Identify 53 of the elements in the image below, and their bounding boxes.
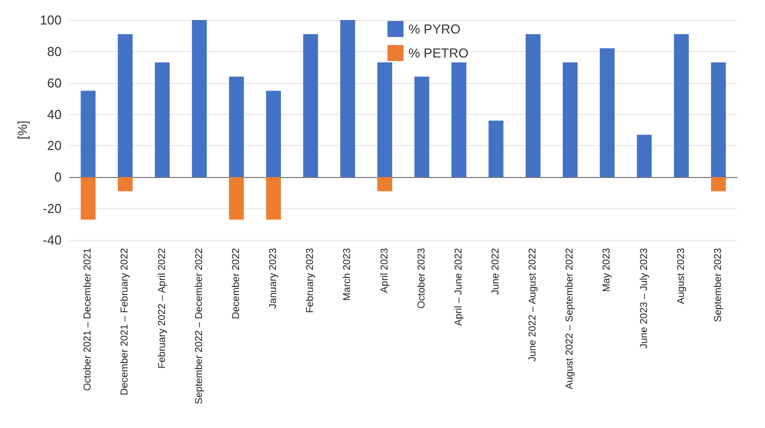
bar [118,177,133,192]
x-tick-label: June 2023 – July 2023 [638,248,650,349]
x-tick-label: February 2023 [305,248,316,314]
bar [562,62,578,178]
x-tick-label: March 2023 [342,248,354,301]
y-tick-label: 0 [54,170,62,185]
x-tick-label: August 2022 – September 2022 [564,248,576,390]
legend-label: % PYRO [408,22,461,36]
bar [80,177,96,220]
x-tick-label: May 2023 [602,248,613,292]
bar [154,62,170,178]
x-tick-label: September 2023 [712,248,724,322]
bar [711,62,726,178]
bar [377,62,392,178]
bar [377,177,392,192]
bar [636,134,652,178]
x-tick-label: April – June 2022 [453,248,464,326]
bar [303,34,318,178]
bar [414,76,430,178]
y-tick-label: -20 [42,201,62,216]
y-tick-label: 60 [47,75,62,90]
bar [229,76,244,178]
bar [340,20,356,178]
bar [266,177,281,220]
x-tick-label: October 2021 – December 2021 [82,248,94,391]
x-tick-label: January 2023 [268,248,280,309]
bar [229,177,244,220]
bar [266,90,281,178]
x-tick-label: December 2022 [230,248,242,320]
y-tick-label: 20 [47,138,62,154]
bar [488,120,504,178]
y-tick-label: -40 [42,232,62,248]
x-tick-label: June 2022 [490,248,502,295]
bar [192,20,207,178]
x-tick-label: December 2021 – February 2022 [120,248,131,396]
y-tick-label: 80 [47,44,62,59]
x-tick-label: September 2022 – December 2022 [194,248,205,404]
bar [711,177,726,192]
x-tick-label: August 2023 [676,248,687,304]
bar [674,34,689,178]
bar [600,48,615,178]
x-tick-label: October 2023 [416,248,428,309]
x-tick-label: February 2022 – April 2022 [156,248,168,369]
y-tick-label: 100 [40,12,62,28]
bar [118,34,133,178]
bar [451,62,466,178]
y-axis-title: [%] [15,120,30,140]
bar [80,90,96,178]
bar [526,34,540,178]
y-tick-label: 40 [47,106,62,122]
x-tick-label: June 2022 – August 2022 [528,248,539,362]
x-tick-label: April 2023 [379,248,390,294]
legend-label: % PETRO [408,46,468,60]
